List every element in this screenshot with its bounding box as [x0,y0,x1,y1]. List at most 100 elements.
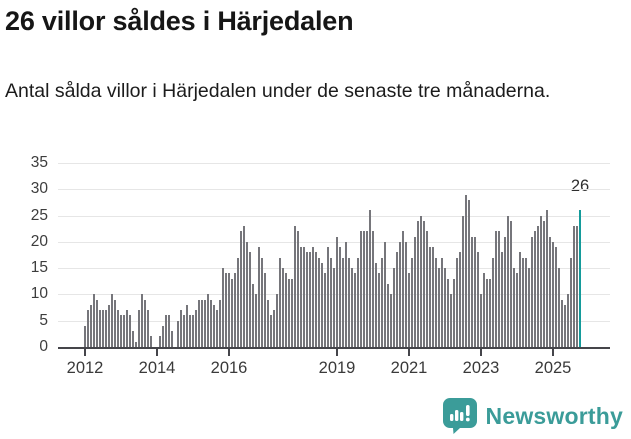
bar [447,279,449,347]
bar [474,237,476,347]
bar [348,258,350,347]
bar [186,305,188,347]
bar [303,247,305,347]
bar [165,315,167,347]
bar [498,231,500,347]
bar [354,273,356,347]
bar [387,284,389,347]
bar [126,310,128,347]
bar [567,294,569,347]
bar [183,315,185,347]
bar [453,279,455,347]
bar [192,315,194,347]
bar [372,231,374,347]
x-axis-tick [480,349,482,356]
bar [342,258,344,347]
bar [552,242,554,347]
bar [312,247,314,347]
y-gridline [58,189,610,191]
bar [114,300,116,347]
bar [180,310,182,347]
bar [261,258,263,347]
bar [252,284,254,347]
bar [120,315,122,347]
y-gridline [58,163,610,164]
bar [132,331,134,347]
bar [288,279,290,347]
bar [324,273,326,347]
y-axis-tick-label: 0 [39,338,48,355]
y-axis-tick-label: 5 [39,311,48,329]
bar [213,305,215,347]
bar [270,315,272,347]
bar [123,315,125,347]
bar [492,258,494,347]
bar [393,268,395,347]
bar [195,310,197,347]
bar [144,300,146,347]
bar [279,258,281,347]
bar [267,300,269,347]
bar [198,300,200,347]
y-axis-tick-label: 25 [30,206,48,224]
bar [537,226,539,347]
x-axis-tick-label: 2016 [210,359,248,377]
bar [534,231,536,347]
bar [399,242,401,347]
bar [246,242,248,347]
bar [519,252,521,347]
bar [336,237,338,347]
bar [300,247,302,347]
bar [249,252,251,347]
bar [417,221,419,347]
bar [258,247,260,347]
bar [318,258,320,347]
bar [147,310,149,347]
bar [543,221,545,347]
x-axis-tick-label: 2025 [534,359,572,377]
bar [105,310,107,347]
bar [216,310,218,347]
bar [462,216,464,347]
brand-footer-link[interactable]: Newsworthy [442,398,623,434]
bar [513,268,515,347]
bar [282,268,284,347]
bar [360,231,362,347]
bar [450,294,452,347]
x-axis-tick [156,349,158,356]
bar [264,273,266,347]
bar [390,294,392,347]
bar [330,258,332,347]
highlight-bar [579,210,581,347]
bar [438,268,440,347]
bar [237,258,239,347]
y-axis-tick-label: 35 [30,154,48,171]
bar [291,279,293,347]
bar [333,268,335,347]
bar [576,226,578,347]
bar [207,294,209,347]
bar [516,273,518,347]
bar [555,247,557,347]
bar [531,237,533,347]
bar [222,268,224,347]
bar [558,268,560,347]
bar [504,237,506,347]
bar [411,258,413,347]
bar [240,231,242,347]
bar [276,294,278,347]
bar [384,242,386,347]
y-axis-tick-label: 20 [30,232,48,250]
bar [483,273,485,347]
bar [561,300,563,347]
bar [402,231,404,347]
bar [255,294,257,347]
x-axis-tick-label: 2019 [318,359,356,377]
bar [297,231,299,347]
bar [456,258,458,347]
bar [219,300,221,347]
bar [366,231,368,347]
bar [477,252,479,347]
bar [273,310,275,347]
